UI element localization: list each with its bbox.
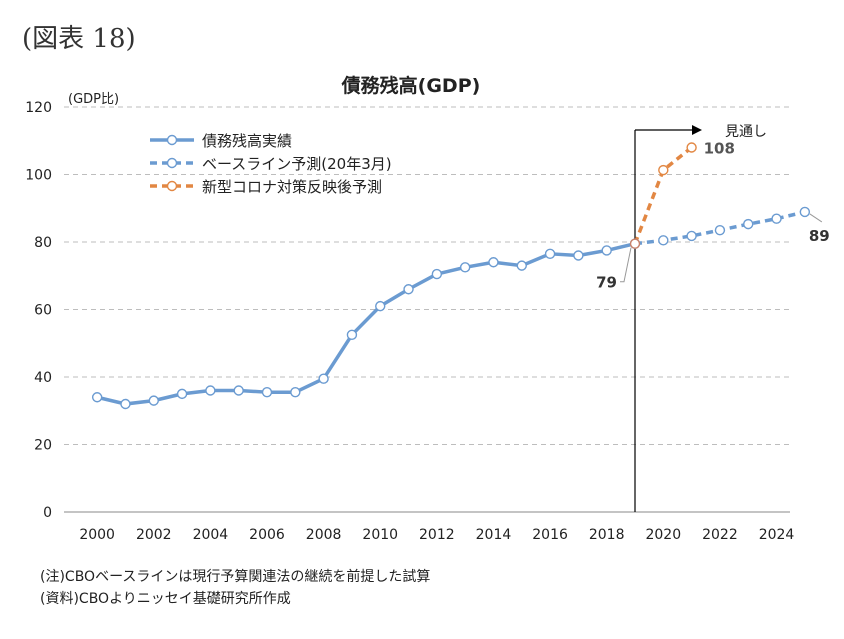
y-axis-label: (GDP比) bbox=[68, 92, 119, 107]
y-tick-label: 100 bbox=[25, 168, 52, 184]
forecast-arrow-head bbox=[692, 125, 702, 135]
forecast-label: 見通し bbox=[725, 124, 767, 140]
y-tick-label: 80 bbox=[34, 235, 52, 251]
data-point bbox=[375, 300, 386, 312]
x-tick-label: 2022 bbox=[702, 527, 738, 543]
annotation-label-79: 79 bbox=[596, 274, 617, 292]
series-line-0 bbox=[95, 241, 637, 406]
y-tick-label: 40 bbox=[34, 370, 52, 386]
y-tick-label: 0 bbox=[43, 505, 52, 521]
x-tick-label: 2010 bbox=[362, 527, 398, 543]
data-point bbox=[601, 245, 612, 256]
legend-marker-2 bbox=[166, 180, 178, 192]
x-tick-label: 2004 bbox=[193, 527, 229, 543]
x-tick-label: 2000 bbox=[79, 527, 115, 543]
data-point bbox=[120, 398, 131, 410]
y-tick-label: 120 bbox=[25, 100, 52, 116]
footnote: (注)CBOベースラインは現行予算関連法の継続を前提した試算 bbox=[40, 569, 431, 585]
data-point bbox=[91, 392, 103, 403]
source-note: (資料)CBOよりニッセイ基礎研究所作成 bbox=[40, 591, 291, 607]
x-tick-label: 2012 bbox=[419, 527, 455, 543]
data-point bbox=[148, 395, 159, 406]
data-point bbox=[714, 224, 726, 236]
series-line-2 bbox=[633, 146, 693, 245]
data-point bbox=[516, 260, 527, 271]
series-group bbox=[91, 142, 811, 410]
data-point bbox=[658, 164, 669, 176]
data-point bbox=[205, 385, 216, 396]
data-point-junction bbox=[629, 238, 641, 249]
data-point bbox=[176, 388, 188, 400]
annotation-label-108: 108 bbox=[704, 140, 735, 158]
data-point bbox=[573, 250, 584, 261]
annotation-leader-79 bbox=[620, 247, 632, 283]
data-point bbox=[743, 218, 754, 230]
y-tick-label: 20 bbox=[34, 438, 52, 454]
data-point bbox=[799, 206, 811, 218]
data-point bbox=[686, 230, 697, 242]
data-point bbox=[346, 329, 358, 341]
data-point bbox=[290, 386, 301, 398]
data-point bbox=[658, 235, 669, 246]
data-point bbox=[686, 142, 697, 153]
data-point bbox=[459, 262, 471, 273]
annotation-label-89: 89 bbox=[809, 227, 830, 245]
legend-marker-1 bbox=[166, 157, 178, 169]
legend-marker-0 bbox=[166, 134, 178, 146]
data-point bbox=[488, 257, 499, 268]
data-point bbox=[771, 213, 782, 224]
data-point bbox=[431, 268, 443, 280]
data-point bbox=[544, 248, 556, 260]
forecast-marker: 見通し bbox=[634, 124, 767, 512]
chart-title: 債務残高(GDP) bbox=[341, 74, 481, 97]
legend-label-2: 新型コロナ対策反映後予測 bbox=[202, 178, 382, 196]
x-tick-label: 2024 bbox=[759, 527, 795, 543]
data-point bbox=[403, 284, 414, 295]
gridlines bbox=[64, 106, 790, 445]
figure-label: (図表 18) bbox=[22, 24, 136, 54]
data-point bbox=[233, 385, 244, 396]
legend-label-1: ベースライン予測(20年3月) bbox=[202, 155, 392, 173]
y-tick-label: 60 bbox=[34, 303, 52, 319]
legend-label-0: 債務残高実績 bbox=[202, 132, 292, 150]
x-tick-label: 2014 bbox=[476, 527, 512, 543]
y-tick-labels: 0 20 40 60 80 100 120 bbox=[25, 100, 52, 521]
x-tick-label: 2018 bbox=[589, 527, 625, 543]
x-tick-label: 2008 bbox=[306, 527, 342, 543]
x-tick-label: 2016 bbox=[532, 527, 568, 543]
x-tick-label: 2002 bbox=[136, 527, 172, 543]
data-point bbox=[318, 373, 329, 384]
x-tick-label: 2020 bbox=[645, 527, 681, 543]
x-tick-labels: 2000 2002 2004 2006 2008 2010 2012 2014 2016 2018… bbox=[79, 527, 794, 543]
annotation-leader-89 bbox=[809, 213, 823, 223]
data-point bbox=[261, 386, 273, 398]
data-annotations: 79 108 89 bbox=[596, 140, 830, 292]
x-tick-label: 2006 bbox=[249, 527, 285, 543]
